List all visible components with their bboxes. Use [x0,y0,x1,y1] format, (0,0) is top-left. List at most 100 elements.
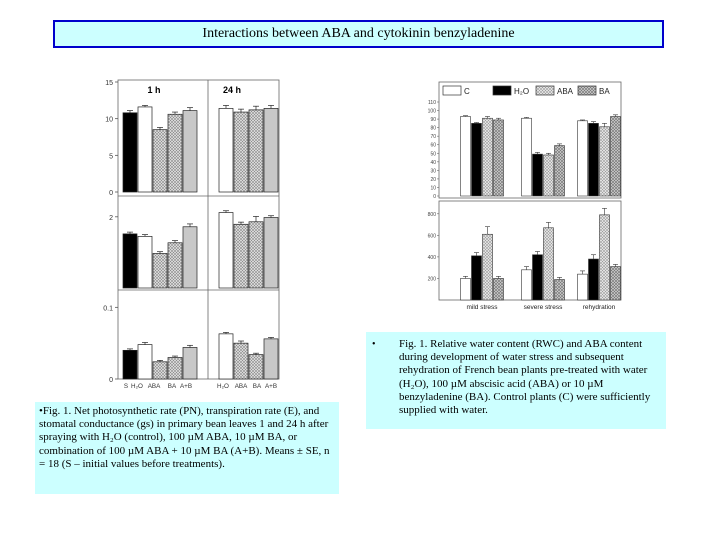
legend-swatch [577,85,597,96]
y-tick-label: 0.1 [103,305,113,312]
legend-label: C [464,87,470,96]
bar [122,233,138,289]
bar [493,278,504,301]
bar [460,278,471,301]
bar [137,106,153,193]
y-tick-label: 30 [430,168,436,174]
group-label: rehydration [583,304,616,311]
y-tick-label: 70 [430,134,436,140]
x-tick-label: BA [253,383,262,390]
legend-label: BA [599,87,610,96]
y-tick-label: 80 [430,126,436,132]
caption-right-text: Fig. 1. Relative water content (RWC) and… [399,338,651,417]
x-tick-label: H₂O [217,383,229,390]
time-label-1h: 1 h [147,85,160,95]
y-tick-label: 600 [428,233,437,239]
bar [610,116,621,197]
y-tick-label: 2 [109,215,113,222]
bar [233,223,249,289]
x-tick-label: ABA [148,383,161,390]
x-tick-label: A+B [180,383,192,390]
left-frame [117,79,280,380]
rwc-panel: 0 10 20 30 40 50 60 70 80 90 100 110 [428,100,621,200]
y-tick-label: 10 [105,117,113,124]
bar [263,108,279,193]
bar [167,242,183,289]
bar [233,342,249,380]
caption-bullet: • [372,339,376,350]
bar [218,333,234,380]
x-tick-label: A+B [265,383,277,390]
bar [218,108,234,193]
x-tick-label: ABA [235,383,248,390]
y-tick-label: 100 [428,109,437,115]
bar [599,126,610,197]
y-tick-label: 5 [109,153,113,160]
y-tick-label: 400 [428,255,437,261]
bar [577,273,588,301]
bar [599,214,610,301]
bar [182,226,198,289]
bar [167,357,183,380]
legend-label: H₂O [514,87,529,96]
y-tick-label: 0 [433,194,436,200]
bar [532,153,543,197]
bar [543,227,554,301]
bar [137,236,153,289]
bar [543,154,554,197]
y-tick-label: 110 [428,100,436,106]
bar [137,344,153,380]
group-label: mild stress [466,304,498,311]
bar [152,129,168,193]
bar [248,354,264,380]
left-panel-2: 2 [109,195,279,289]
y-tick-label: 0 [109,377,113,384]
slide-title: Interactions between ABA and cytokinin b… [53,20,664,48]
bar [521,117,532,197]
bar [218,212,234,289]
bar [493,119,504,197]
left-panel-1: 0 5 10 15 [105,80,279,197]
bar [122,112,138,193]
y-tick-label: 15 [105,80,113,87]
bar [471,255,482,301]
y-tick-label: 800 [428,212,437,218]
bar [577,120,588,197]
aba-panel: 200 400 600 800 [428,208,621,301]
x-tick-label: BA [168,383,177,390]
bar [233,111,249,193]
y-tick-label: 0 [109,190,113,197]
bar [248,109,264,193]
bar [471,123,482,197]
y-tick-label: 200 [428,276,437,282]
y-tick-label: 60 [430,143,436,149]
rwc-frame [438,81,622,199]
y-tick-label: 90 [430,117,436,123]
bar [588,123,599,197]
bar [248,221,264,289]
bar [482,117,493,197]
legend-swatch [442,85,462,96]
y-tick-label: 40 [430,160,436,166]
bar [588,258,599,301]
time-label-24h: 24 h [223,85,241,95]
left-panel-3: 00.1 [103,289,279,384]
bar [182,110,198,193]
chart-right-rwc-aba: C H₂O ABA BA 0 10 20 30 40 50 60 70 80 90 100 110 200 400… [428,81,622,311]
x-tick-label: S [124,383,128,390]
bar [152,253,168,289]
y-tick-label: 10 [430,185,436,191]
y-tick-label: 20 [430,177,436,183]
bar [122,349,138,380]
y-tick-label: 50 [430,151,436,157]
bar [554,145,565,197]
legend-swatch [535,85,555,96]
legend-label: ABA [557,87,574,96]
group-label: severe stress [524,304,563,311]
bar [610,266,621,301]
bar [182,347,198,380]
bar [167,113,183,193]
bar [554,279,565,301]
bar [152,361,168,380]
